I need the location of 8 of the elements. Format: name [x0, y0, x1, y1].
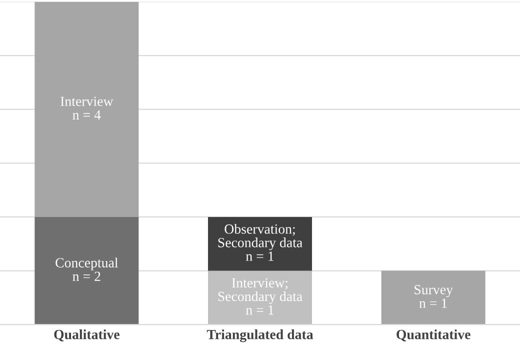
- data-label: Interview; Secondary data n = 1: [218, 278, 302, 315]
- data-label: Conceptual n = 2: [56, 258, 118, 281]
- x-tick-label: Qualitative: [54, 329, 120, 342]
- data-label: Observation; Secondary data n = 1: [218, 224, 302, 261]
- data-label: Survey n = 1: [414, 284, 453, 308]
- data-label: Interview n = 4: [60, 96, 114, 120]
- x-tick-label: Triangulated data: [206, 329, 314, 342]
- x-tick-label: Quantitative: [396, 329, 470, 342]
